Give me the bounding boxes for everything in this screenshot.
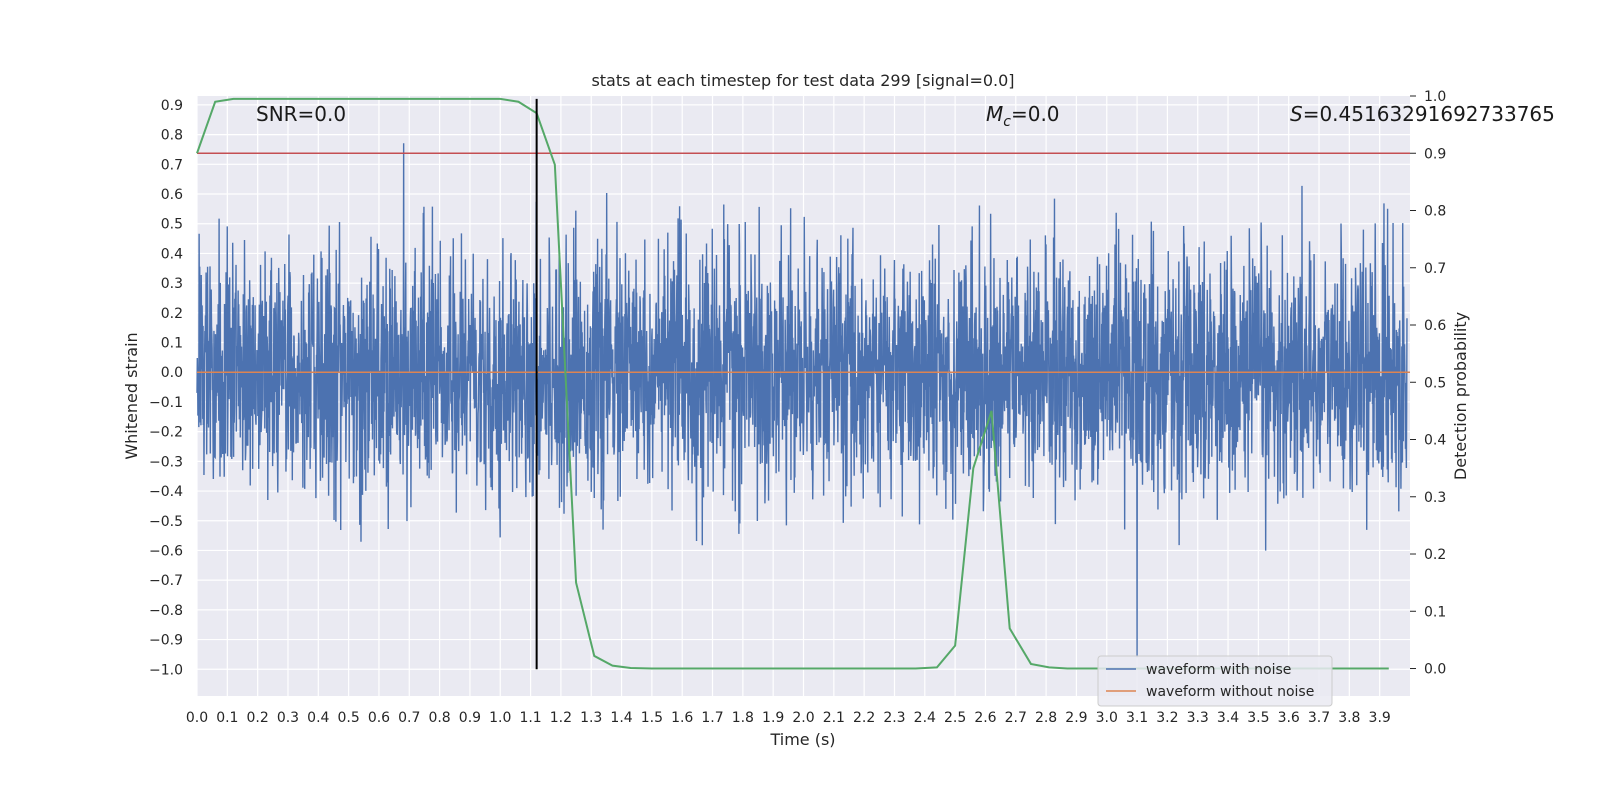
x-tick-label: 0.3 — [277, 710, 299, 726]
y-tick-label: 0.6 — [161, 187, 183, 203]
legend-label-noise: waveform with noise — [1146, 662, 1291, 678]
x-tick-label: 3.5 — [1247, 710, 1269, 726]
y-right-tick-label: 1.0 — [1424, 89, 1446, 105]
x-axis-ticks: 0.0 0.1 0.2 0.3 0.4 0.5 0.6 0.7 0.8 0.9 1.0 1.1 1.2 1… — [186, 710, 1391, 726]
x-tick-label: 2.6 — [974, 710, 996, 726]
x-tick-label: 0.7 — [398, 710, 420, 726]
legend-label-clean: waveform without noise — [1146, 684, 1314, 700]
y-right-tick-label: 0.5 — [1424, 375, 1446, 391]
x-tick-label: 3.0 — [1096, 710, 1118, 726]
x-tick-label: 3.2 — [1156, 710, 1178, 726]
x-tick-label: 1.1 — [519, 710, 541, 726]
y-tick-label: −0.7 — [149, 573, 183, 589]
x-tick-label: 3.9 — [1369, 710, 1391, 726]
y-tick-label: −0.4 — [149, 484, 183, 500]
x-tick-label: 3.7 — [1308, 710, 1330, 726]
y-tick-label: −1.0 — [149, 662, 183, 678]
y-axis-ticks: 0.9 0.8 0.7 0.6 0.5 0.4 0.3 0.2 0.1 0.0 −0.1 −0.2 −0… — [149, 98, 183, 678]
y-right-axis-label: Detection probability — [1451, 312, 1470, 480]
x-tick-label: 1.4 — [610, 710, 632, 726]
y-right-tick-label: 0.6 — [1424, 318, 1446, 334]
x-tick-label: 2.0 — [792, 710, 814, 726]
snr-annotation: SNR=0.0 — [256, 102, 346, 126]
y-tick-label: −0.1 — [149, 395, 183, 411]
x-tick-label: 0.5 — [337, 710, 359, 726]
mc-annotation: Mc=0.0 — [986, 102, 1060, 130]
y-tick-label: −0.5 — [149, 514, 183, 530]
x-tick-label: 1.5 — [641, 710, 663, 726]
x-tick-label: 0.4 — [307, 710, 329, 726]
y-right-axis-ticks: 1.0 0.9 0.8 0.7 0.6 0.5 0.4 0.3 0.2 0.1 0.0 — [1410, 89, 1446, 678]
s-value: =0.45163291692733765 — [1303, 102, 1555, 126]
y-tick-label: 0.5 — [161, 217, 183, 233]
noise-trace — [196, 143, 1408, 658]
y-tick-label: −0.2 — [149, 425, 183, 441]
y-tick-label: −0.9 — [149, 633, 183, 649]
x-tick-label: 0.8 — [428, 710, 450, 726]
legend-box — [1097, 655, 1333, 707]
x-tick-label: 3.1 — [1126, 710, 1148, 726]
chart-title: stats at each timestep for test data 299… — [591, 71, 1014, 90]
y-right-tick-label: 0.8 — [1424, 204, 1446, 220]
s-symbol: S — [1290, 102, 1303, 126]
x-tick-label: 2.8 — [1035, 710, 1057, 726]
x-tick-label: 2.7 — [1005, 710, 1027, 726]
mc-value: =0.0 — [1011, 102, 1060, 126]
y-tick-label: 0.1 — [161, 336, 183, 352]
y-tick-label: −0.3 — [149, 454, 183, 470]
x-tick-label: 1.7 — [701, 710, 723, 726]
y-tick-label: 0.4 — [161, 246, 183, 262]
y-tick-label: −0.8 — [149, 603, 183, 619]
x-tick-label: 0.6 — [368, 710, 390, 726]
y-right-tick-label: 0.0 — [1424, 662, 1446, 678]
y-right-tick-label: 0.7 — [1424, 261, 1446, 277]
x-tick-label: 1.3 — [580, 710, 602, 726]
x-tick-label: 3.3 — [1187, 710, 1209, 726]
x-tick-label: 2.9 — [1065, 710, 1087, 726]
x-tick-label: 1.9 — [762, 710, 784, 726]
x-tick-label: 3.4 — [1217, 710, 1239, 726]
y-tick-label: −0.6 — [149, 543, 183, 559]
x-tick-label: 1.6 — [671, 710, 693, 726]
y-right-tick-label: 0.1 — [1424, 604, 1446, 620]
x-tick-label: 0.2 — [247, 710, 269, 726]
x-tick-label: 0.1 — [216, 710, 238, 726]
x-tick-label: 3.8 — [1338, 710, 1360, 726]
y-right-tick-label: 0.4 — [1424, 433, 1446, 449]
mc-subscript: c — [1003, 114, 1011, 130]
x-tick-label: 2.3 — [883, 710, 905, 726]
series-waveform-with-noise — [196, 143, 1408, 658]
y-tick-label: 0.2 — [161, 306, 183, 322]
x-tick-label: 2.2 — [853, 710, 875, 726]
x-tick-label: 3.6 — [1278, 710, 1300, 726]
y-right-tick-label: 0.9 — [1424, 146, 1446, 162]
y-tick-label: 0.0 — [161, 365, 183, 381]
y-right-tick-label: 0.3 — [1424, 490, 1446, 506]
x-tick-label: 1.0 — [489, 710, 511, 726]
y-tick-label: 0.7 — [161, 157, 183, 173]
y-tick-label: 0.3 — [161, 276, 183, 292]
x-tick-label: 0.9 — [459, 710, 481, 726]
s-annotation: S=0.45163291692733765 — [1290, 102, 1555, 126]
x-tick-label: 2.1 — [823, 710, 845, 726]
x-tick-label: 0.0 — [186, 710, 208, 726]
x-axis-label: Time (s) — [769, 730, 835, 749]
legend: waveform with noise waveform without noi… — [1097, 655, 1333, 707]
x-tick-label: 1.8 — [732, 710, 754, 726]
y-axis-label: Whitened strain — [122, 332, 141, 459]
y-tick-label: 0.9 — [161, 98, 183, 114]
x-tick-label: 2.4 — [914, 710, 936, 726]
y-tick-label: 0.8 — [161, 128, 183, 144]
x-tick-label: 1.2 — [550, 710, 572, 726]
mc-symbol: M — [986, 102, 1003, 126]
x-tick-label: 2.5 — [944, 710, 966, 726]
y-right-tick-label: 0.2 — [1424, 547, 1446, 563]
